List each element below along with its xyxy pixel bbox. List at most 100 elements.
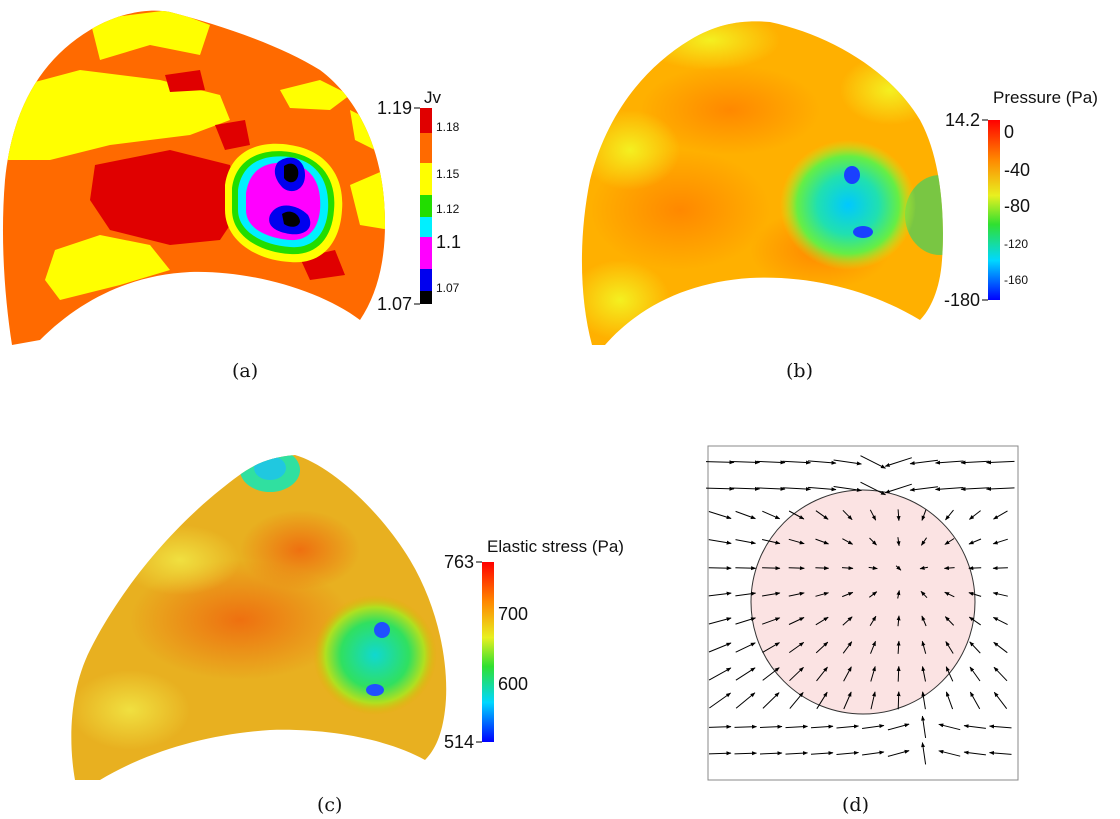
colorbar-min-label: -180: [944, 290, 980, 310]
velocity-arrow: [921, 615, 927, 627]
colorbar-max-label: 14.2: [945, 110, 980, 130]
velocity-arrow: [921, 666, 926, 682]
velocity-arrow: [869, 509, 877, 521]
velocity-arrow: [785, 724, 808, 729]
velocity-arrow: [945, 691, 954, 710]
velocity-arrow: [842, 591, 854, 598]
velocity-arrow: [896, 665, 901, 682]
velocity-arrow: [969, 666, 981, 682]
velocity-arrow: [896, 590, 901, 599]
colorbar-band: [420, 163, 432, 195]
velocity-arrow: [992, 616, 1008, 626]
velocity-arrow: [843, 666, 852, 682]
velocity-arrow: [869, 537, 877, 546]
panel-d-vector-field: [705, 445, 1019, 781]
velocity-arrow: [756, 486, 786, 491]
velocity-arrow: [986, 486, 1015, 491]
colorbar-min-label: 514: [444, 732, 474, 752]
velocity-arrow: [969, 641, 981, 654]
velocity-arrow: [986, 460, 1015, 465]
velocity-arrow: [944, 538, 955, 545]
velocity-arrow: [884, 483, 912, 494]
velocity-arrow: [921, 509, 927, 521]
colorbar-max-label: 1.19: [377, 98, 412, 118]
velocity-arrow: [945, 641, 954, 654]
velocity-arrow: [761, 539, 781, 545]
velocity-arrow: [920, 590, 928, 599]
velocity-arrow: [708, 539, 732, 545]
velocity-arrow: [759, 724, 783, 729]
velocity-arrow: [833, 486, 862, 492]
velocity-arrow: [870, 666, 876, 682]
velocity-arrow: [705, 486, 735, 491]
colorbar-tick-label: -160: [1004, 273, 1028, 287]
velocity-arrow: [708, 724, 732, 729]
panel-a-colorbar: 1.19 1.07 1.18 1.15 1.12 1.1 1.07: [377, 98, 461, 314]
velocity-arrow: [708, 511, 732, 520]
velocity-arrow: [785, 751, 808, 756]
panel-b-pressure-map: [581, 21, 943, 346]
velocity-arrow: [762, 510, 781, 520]
velocity-arrow: [943, 566, 955, 571]
velocity-arrow: [815, 538, 829, 545]
velocity-arrow: [945, 666, 954, 682]
velocity-arrow: [708, 642, 732, 653]
colorbar-tick-label: 1.1: [436, 232, 461, 252]
velocity-arrow: [993, 691, 1008, 710]
velocity-arrow: [896, 615, 901, 627]
velocity-arrow: [921, 691, 926, 710]
colorbar-min-label: 1.07: [377, 294, 412, 314]
velocity-arrow: [782, 460, 811, 465]
velocity-arrow: [868, 565, 878, 570]
velocity-arrow: [734, 751, 757, 756]
caption-d: (d): [842, 794, 869, 816]
velocity-arrow: [843, 691, 852, 710]
velocity-arrow: [708, 751, 732, 756]
velocity-arrow: [762, 566, 781, 571]
velocity-arrow: [836, 750, 859, 755]
panel-a-contour-map: [2, 10, 385, 345]
velocity-arrow: [842, 616, 853, 626]
velocity-arrow: [836, 724, 859, 729]
velocity-arrow: [989, 724, 1012, 729]
velocity-arrow: [762, 617, 781, 625]
velocity-arrow: [921, 715, 927, 738]
velocity-arrow: [860, 481, 886, 496]
velocity-arrow: [842, 641, 853, 654]
panel-c-legend-title: Elastic stress (Pa): [487, 537, 624, 556]
velocity-arrow: [896, 691, 901, 710]
velocity-arrow: [807, 460, 837, 465]
velocity-arrow: [708, 591, 732, 597]
velocity-arrow: [896, 537, 901, 547]
velocity-arrow: [842, 538, 854, 545]
velocity-arrow: [944, 591, 955, 598]
velocity-arrow: [810, 751, 834, 756]
velocity-arrow: [896, 509, 901, 522]
velocity-arrow: [887, 749, 910, 757]
velocity-arrow: [815, 616, 829, 626]
colorbar-tick-label: 1.18: [436, 120, 460, 134]
velocity-arrow: [992, 538, 1008, 545]
velocity-arrow: [815, 641, 829, 654]
colorbar-band: [420, 291, 432, 304]
velocity-arrow: [788, 510, 805, 520]
velocity-arrow: [869, 591, 878, 598]
velocity-arrow: [938, 723, 961, 731]
velocity-arrow: [735, 642, 756, 653]
velocity-arrow: [816, 691, 828, 710]
velocity-arrow: [762, 667, 780, 681]
velocity-arrow: [862, 724, 885, 729]
velocity-arrow: [762, 591, 781, 597]
velocity-arrow: [759, 751, 783, 756]
velocity-arrow: [968, 592, 982, 597]
velocity-arrow: [993, 666, 1008, 682]
velocity-arrow: [969, 510, 981, 520]
velocity-arrow: [735, 510, 756, 520]
colorbar-band: [420, 195, 432, 217]
colorbar-tick-label: 1.15: [436, 167, 460, 181]
colorbar-band: [420, 269, 432, 291]
colorbar-tick-label: 600: [498, 674, 528, 694]
velocity-arrow: [944, 616, 955, 626]
velocity-arrow: [708, 617, 732, 625]
velocity-arrow: [841, 566, 854, 571]
